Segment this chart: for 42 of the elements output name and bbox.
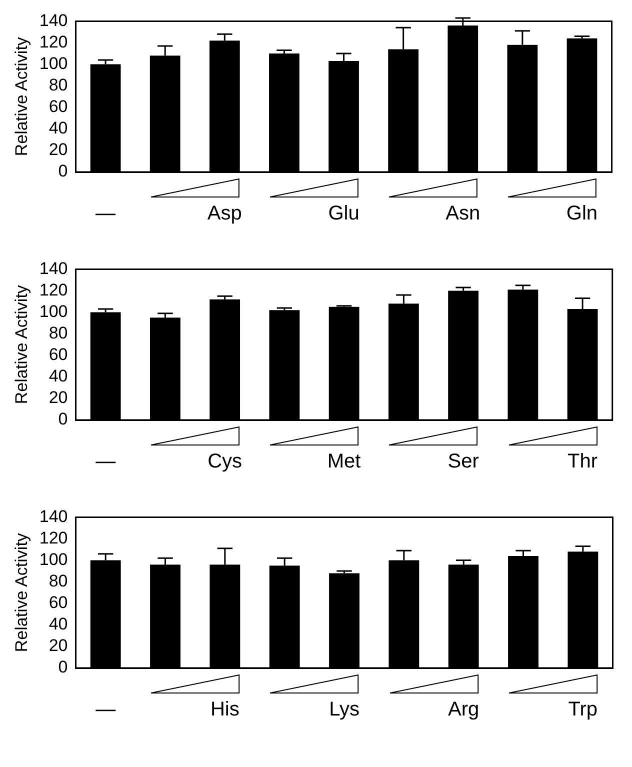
y-tick-label: 60 [48, 593, 68, 612]
y-tick-label: 100 [39, 302, 68, 321]
y-tick-label: 100 [39, 550, 68, 569]
x-tick-label: — [96, 202, 116, 225]
y-tick-label: 120 [39, 528, 68, 548]
y-tick-label: 80 [48, 324, 68, 343]
y-tick-label: 0 [58, 658, 68, 677]
y-tick-label: 20 [48, 140, 68, 160]
x-tick-label: Ser [448, 450, 480, 473]
y-axis-title: Relative Activity [12, 532, 31, 652]
x-tick-label: Asp [207, 202, 242, 225]
y-tick-label: 40 [48, 118, 68, 138]
y-tick-label: 140 [39, 10, 68, 30]
x-tick-label: — [96, 450, 116, 473]
y-axis-title: Relative Activity [12, 36, 31, 156]
y-tick-label: 60 [48, 97, 68, 116]
y-tick-label: 120 [39, 32, 68, 52]
x-tick-label: Arg [448, 698, 480, 721]
y-tick-label: 100 [39, 54, 68, 73]
x-tick-label: Cys [208, 450, 242, 473]
y-tick-label: 0 [58, 410, 68, 429]
y-tick-label: 40 [48, 614, 68, 634]
x-tick-label: Glu [328, 202, 360, 225]
x-tick-label: Thr [568, 450, 598, 473]
x-tick-label: Met [327, 450, 362, 473]
y-tick-label: 60 [48, 345, 68, 364]
x-tick-label: Lys [329, 698, 360, 721]
x-tick-label: Trp [568, 698, 598, 721]
x-tick-label: His [210, 698, 240, 721]
y-tick-label: 20 [48, 388, 68, 408]
y-tick-label: 140 [39, 258, 68, 278]
y-tick-label: 80 [48, 76, 68, 95]
y-tick-label: 80 [48, 572, 68, 591]
y-tick-label: 40 [48, 366, 68, 386]
x-tick-label: Gln [566, 202, 598, 225]
y-tick-label: 140 [39, 506, 68, 526]
y-tick-label: 0 [58, 162, 68, 181]
y-tick-label: 20 [48, 636, 68, 656]
x-tick-label: — [96, 698, 116, 721]
y-axis-title: Relative Activity [12, 284, 31, 404]
y-tick-label: 120 [39, 280, 68, 300]
x-tick-label: Asn [446, 202, 480, 225]
